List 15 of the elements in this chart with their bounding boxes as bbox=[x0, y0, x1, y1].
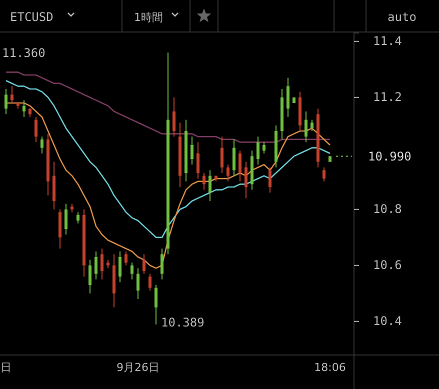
y-tick-label: 11.4 bbox=[373, 34, 402, 48]
annotation: 11.360 bbox=[2, 46, 46, 60]
ref-line-label: 10.990 bbox=[368, 149, 412, 164]
y-tick-label: 10.8 bbox=[373, 202, 402, 216]
y-tick-label: 10.4 bbox=[373, 314, 402, 328]
y-tick-label: 11.2 bbox=[373, 90, 402, 104]
x-tick-label: 日 bbox=[0, 360, 12, 374]
text: auto bbox=[388, 10, 416, 24]
line-series bbox=[5, 80, 331, 238]
y-tick-label: 10.6 bbox=[373, 258, 402, 272]
x-tick-label: 9月26日 bbox=[116, 360, 160, 374]
x-tick-label: 18:06 bbox=[314, 360, 346, 374]
chart-subtitle: 1時間 bbox=[134, 11, 163, 24]
annotation: 10.389 bbox=[161, 316, 204, 330]
chart-title: ETCUSD bbox=[10, 10, 54, 24]
